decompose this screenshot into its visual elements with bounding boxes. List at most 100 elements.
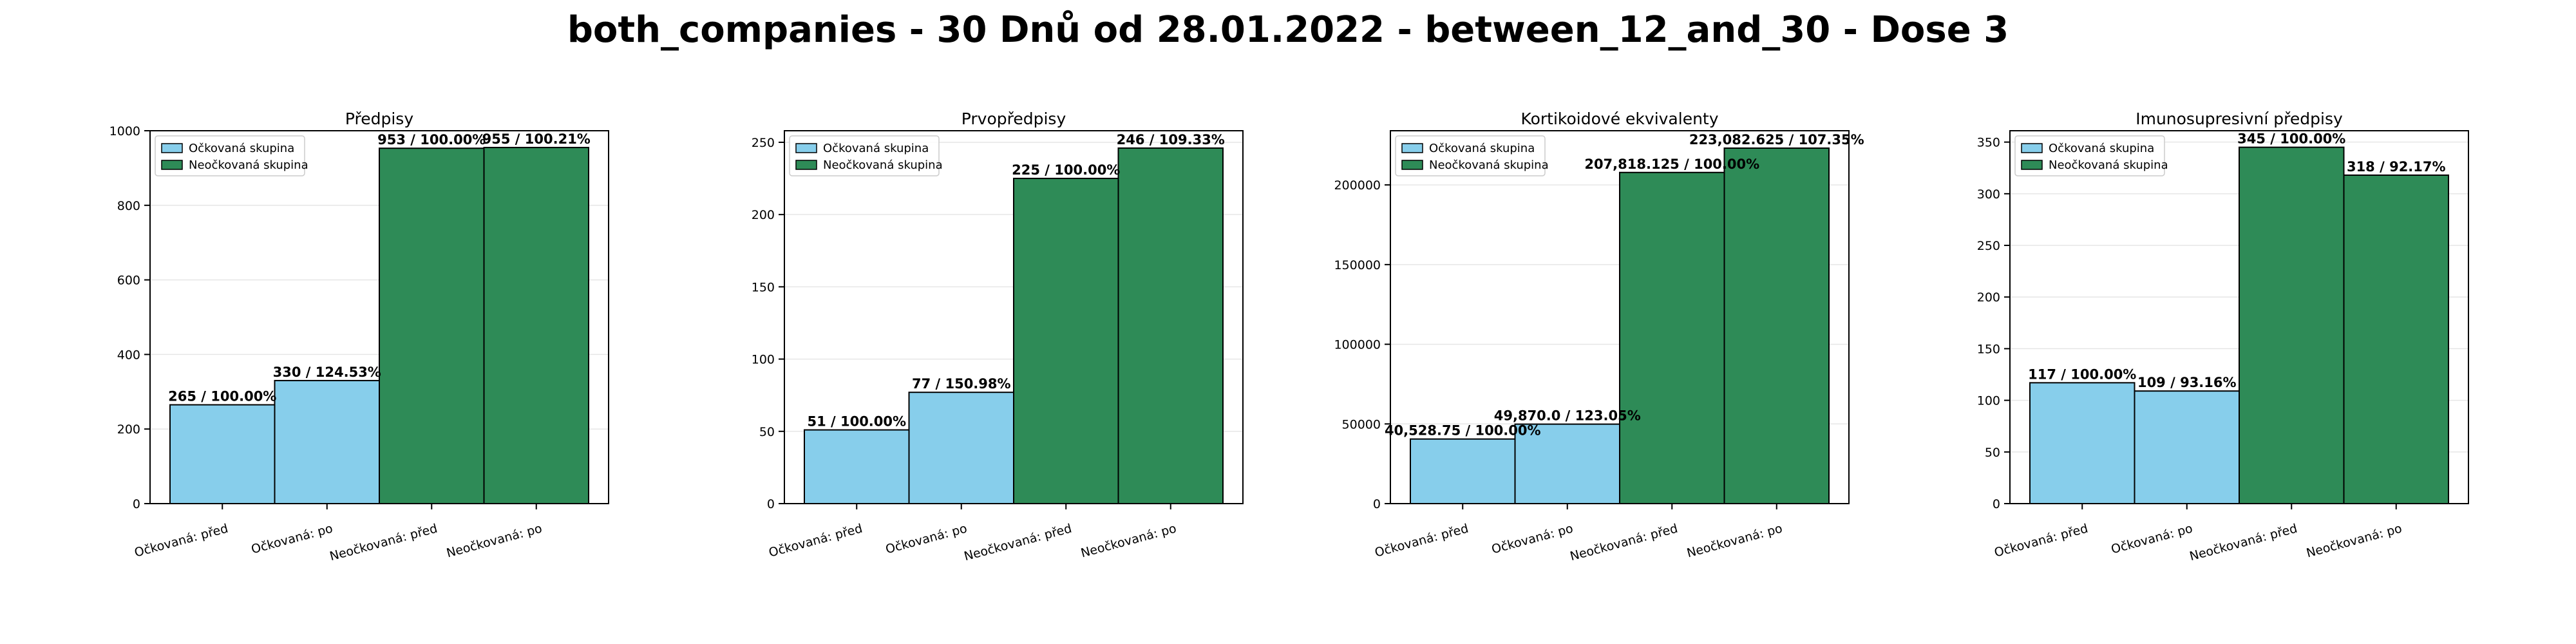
legend-label: Neočkovaná skupina bbox=[823, 158, 943, 172]
x-tick-label: Neočkovaná: po bbox=[1079, 522, 1178, 561]
data-label: 345 / 100.00% bbox=[2237, 131, 2345, 147]
axes-frame bbox=[2009, 130, 2469, 504]
x-tick-label: Očkovaná: před bbox=[133, 522, 229, 560]
x-tick-label: Očkovaná: po bbox=[250, 522, 334, 557]
bar bbox=[169, 404, 276, 504]
axes-frame bbox=[784, 130, 1244, 504]
legend-box bbox=[789, 135, 940, 176]
chart-panel-2: 51 / 100.00% 77 / 150.98% 225 / 100.00% 246… bbox=[752, 109, 1244, 564]
axes-frame bbox=[1390, 130, 1850, 504]
bar bbox=[1619, 171, 1725, 504]
y-tick-label: 250 bbox=[1977, 239, 2000, 253]
y-tick-label: 50 bbox=[759, 425, 775, 439]
x-tick-label: Neočkovaná: před bbox=[963, 522, 1074, 564]
bar bbox=[908, 392, 1014, 505]
data-label: 246 / 109.33% bbox=[1117, 132, 1225, 147]
y-tick-label: 150000 bbox=[1334, 258, 1381, 272]
data-label: 955 / 100.21% bbox=[482, 131, 591, 147]
legend: Očkovaná skupina Neočkovaná skupina bbox=[789, 135, 943, 176]
legend-swatch bbox=[795, 160, 817, 170]
legend-swatch bbox=[1401, 160, 1423, 170]
x-tick-label: Očkovaná: před bbox=[1993, 522, 2089, 560]
legend: Očkovaná skupina Neočkovaná skupina bbox=[1395, 135, 1549, 176]
chart-title: Prvopředpisy bbox=[961, 109, 1066, 128]
bar bbox=[1723, 147, 1830, 505]
legend-label: Očkovaná skupina bbox=[1429, 142, 1535, 155]
y-tick-label: 150 bbox=[1977, 342, 2000, 356]
y-tick-label: 800 bbox=[117, 199, 140, 213]
bar bbox=[274, 379, 380, 504]
legend: Očkovaná skupina Neočkovaná skupina bbox=[155, 135, 308, 176]
y-tick-label: 300 bbox=[1977, 187, 2000, 202]
y-tick-label: 350 bbox=[1977, 136, 2000, 150]
x-tick-label: Neočkovaná: před bbox=[328, 522, 439, 564]
bar bbox=[379, 147, 485, 504]
bar bbox=[2343, 174, 2449, 504]
y-tick-label: 100 bbox=[752, 353, 775, 367]
data-label: 77 / 150.98% bbox=[912, 376, 1011, 392]
legend-label: Očkovaná skupina bbox=[189, 142, 294, 155]
legend-label: Očkovaná skupina bbox=[2049, 142, 2154, 155]
data-label: 265 / 100.00% bbox=[168, 389, 276, 404]
data-label: 225 / 100.00% bbox=[1012, 162, 1120, 178]
x-tick-label: Neočkovaná: po bbox=[1685, 522, 1784, 561]
y-tick-label: 0 bbox=[1373, 497, 1381, 511]
bar bbox=[2134, 390, 2240, 505]
y-tick-label: 50 bbox=[1985, 446, 2000, 460]
legend-swatch bbox=[2021, 143, 2043, 153]
data-label: 223,082.625 / 107.35% bbox=[1689, 132, 1864, 147]
y-tick-label: 0 bbox=[133, 497, 140, 511]
y-tick-label: 400 bbox=[117, 348, 140, 362]
legend-box bbox=[1395, 135, 1546, 176]
y-tick-label: 0 bbox=[767, 497, 775, 511]
y-tick-label: 100 bbox=[1977, 394, 2000, 408]
y-tick-label: 100000 bbox=[1334, 338, 1381, 352]
x-tick-label: Očkovaná: před bbox=[767, 522, 864, 560]
chart-title: Předpisy bbox=[345, 109, 413, 128]
x-tick-label: Neočkovaná: po bbox=[445, 522, 544, 561]
chart-panel-4: 117 / 100.00%109 / 93.16% 345 / 100.00%31… bbox=[1977, 109, 2469, 564]
bar bbox=[1013, 178, 1119, 504]
bar bbox=[1117, 147, 1224, 504]
bar bbox=[1410, 438, 1516, 505]
y-tick-label: 50000 bbox=[1342, 417, 1381, 431]
data-label: 207,818.125 / 100.00% bbox=[1584, 156, 1759, 172]
legend-box bbox=[155, 135, 305, 176]
legend-swatch bbox=[161, 160, 183, 170]
data-label: 40,528.75 / 100.00% bbox=[1385, 423, 1541, 439]
bar bbox=[2239, 146, 2345, 504]
x-tick-label: Očkovaná: po bbox=[884, 522, 969, 557]
data-label: 117 / 100.00% bbox=[2028, 366, 2136, 382]
x-tick-label: Očkovaná: po bbox=[2110, 522, 2194, 557]
legend-swatch bbox=[2021, 160, 2043, 170]
y-tick-label: 1000 bbox=[109, 124, 140, 138]
chart-title: Imunosupresivní předpisy bbox=[2136, 109, 2343, 128]
legend-swatch bbox=[1401, 143, 1423, 153]
data-label: 109 / 93.16% bbox=[2137, 375, 2237, 390]
bar bbox=[483, 147, 589, 504]
chart-title: Kortikoidové ekvivalenty bbox=[1520, 109, 1718, 128]
y-tick-label: 600 bbox=[117, 274, 140, 288]
legend-label: Očkovaná skupina bbox=[823, 142, 929, 155]
data-label: 953 / 100.00% bbox=[377, 132, 486, 147]
data-label: 49,870.0 / 123.05% bbox=[1494, 408, 1641, 424]
data-label: 51 / 100.00% bbox=[807, 414, 906, 430]
legend-box bbox=[2014, 135, 2165, 176]
y-tick-label: 200 bbox=[752, 208, 775, 222]
legend-label: Neočkovaná skupina bbox=[2049, 158, 2168, 172]
x-tick-label: Neočkovaná: před bbox=[2188, 522, 2299, 564]
y-tick-label: 200 bbox=[1977, 290, 2000, 305]
chart-panel-3: 40,528.75 / 100.00%49,870.0 / 123.05% 207… bbox=[1334, 109, 1864, 564]
y-tick-label: 200 bbox=[117, 422, 140, 437]
x-tick-label: Neočkovaná: před bbox=[1569, 522, 1680, 564]
y-tick-label: 250 bbox=[752, 136, 775, 150]
legend-swatch bbox=[795, 143, 817, 153]
legend-swatch bbox=[161, 143, 183, 153]
y-tick-label: 150 bbox=[752, 280, 775, 294]
data-label: 318 / 92.17% bbox=[2347, 159, 2446, 175]
bar bbox=[2029, 382, 2136, 504]
legend-label: Neočkovaná skupina bbox=[1429, 158, 1549, 172]
legend-label: Neočkovaná skupina bbox=[189, 158, 308, 172]
axes-frame bbox=[149, 130, 609, 504]
